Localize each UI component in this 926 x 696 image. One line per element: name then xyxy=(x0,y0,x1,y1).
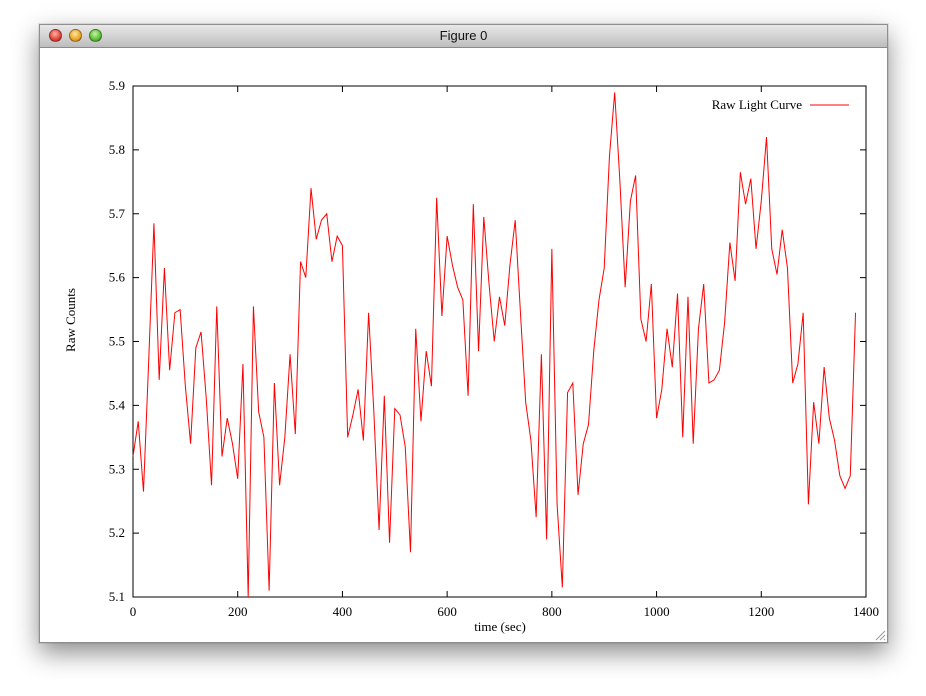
y-tick-label: 5.6 xyxy=(109,270,126,285)
x-tick-label: 1400 xyxy=(853,604,879,619)
x-tick-label: 1000 xyxy=(644,604,670,619)
minimize-button[interactable] xyxy=(69,29,82,42)
resize-grip-icon[interactable] xyxy=(874,629,886,641)
y-tick-label: 5.1 xyxy=(109,589,125,604)
x-tick-label: 800 xyxy=(542,604,562,619)
x-tick-label: 1200 xyxy=(748,604,774,619)
y-tick-label: 5.7 xyxy=(109,206,126,221)
x-tick-label: 400 xyxy=(333,604,353,619)
y-axis-label: Raw Counts xyxy=(63,288,78,352)
y-tick-label: 5.4 xyxy=(109,397,126,412)
legend-label: Raw Light Curve xyxy=(712,97,802,112)
plot-frame xyxy=(132,85,867,598)
x-tick-label: 200 xyxy=(228,604,248,619)
y-tick-label: 5.9 xyxy=(109,78,125,93)
zoom-button[interactable] xyxy=(89,29,102,42)
x-tick-label: 600 xyxy=(437,604,457,619)
series-line xyxy=(132,92,857,598)
y-tick-label: 5.2 xyxy=(109,525,125,540)
y-tick-label: 5.5 xyxy=(109,334,125,349)
close-button[interactable] xyxy=(49,29,62,42)
x-tick-label: 0 xyxy=(130,604,137,619)
y-tick-label: 5.3 xyxy=(109,461,125,476)
light-curve-chart: 0 200 400 600 800 1000 1200 1400 5.1 5.2 5.3 5.4 5.5… xyxy=(63,78,879,634)
window-titlebar[interactable]: Figure 0 xyxy=(40,25,887,48)
x-axis-label: time (sec) xyxy=(474,619,526,634)
window-title: Figure 0 xyxy=(439,28,488,43)
y-tick-label: 5.8 xyxy=(109,142,125,157)
figure-window: Figure 0 0 200 400 600 800 1000 1200 1400 5.1 5.2… xyxy=(39,24,888,643)
